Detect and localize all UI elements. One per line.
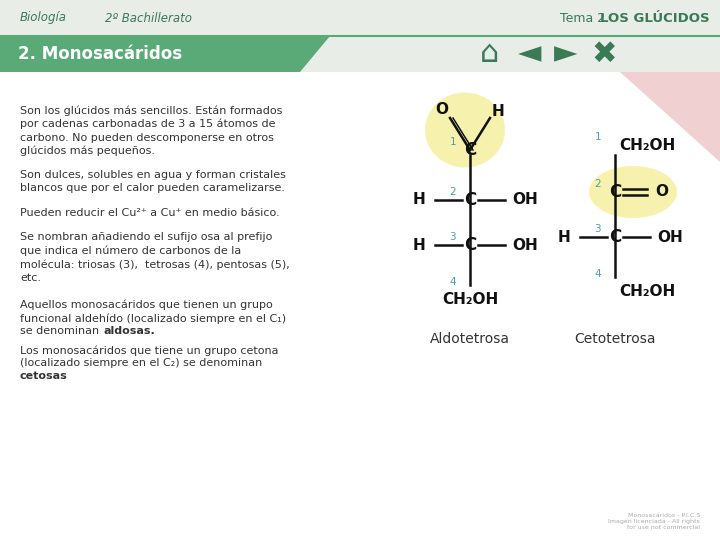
Ellipse shape [589, 166, 677, 218]
Text: O: O [436, 103, 449, 118]
Text: C: C [609, 183, 621, 201]
Text: ◄: ◄ [518, 39, 541, 69]
Text: ⌂: ⌂ [480, 39, 500, 69]
Text: Biología: Biología [20, 11, 67, 24]
Text: H: H [413, 192, 425, 207]
Text: Son los glúcidos más sencillos. Están formados
por cadenas carbonadas de 3 a 15 : Son los glúcidos más sencillos. Están fo… [20, 105, 282, 157]
Text: 1: 1 [449, 137, 456, 147]
Text: 3: 3 [595, 224, 601, 234]
Ellipse shape [425, 92, 505, 167]
Text: Aldotetrosa: Aldotetrosa [430, 332, 510, 346]
Text: ✖: ✖ [591, 39, 617, 69]
Text: 2: 2 [595, 179, 601, 189]
Text: CH₂OH: CH₂OH [619, 284, 675, 299]
Text: ►: ► [554, 39, 577, 69]
Text: 2º Bachillerato: 2º Bachillerato [105, 11, 192, 24]
Bar [0, 0, 720, 36]
Text: 1: 1 [595, 132, 601, 142]
Polygon shape [620, 72, 720, 162]
Text: 4: 4 [449, 277, 456, 287]
Text: 2. Monosacáridos: 2. Monosacáridos [18, 45, 182, 63]
Text: .: . [62, 371, 66, 381]
Text: 3: 3 [449, 232, 456, 242]
Text: Se nombran añadiendo el sufijo osa al prefijo
que indica el número de carbonos d: Se nombran añadiendo el sufijo osa al pr… [20, 232, 289, 283]
Text: OH: OH [657, 230, 683, 245]
Text: H: H [557, 230, 570, 245]
Text: (localizado siempre en el C₂) se denominan: (localizado siempre en el C₂) se denomin… [20, 358, 262, 368]
Text: C: C [609, 228, 621, 246]
Text: Son dulces, solubles en agua y forman cristales
blancos que por el calor pueden : Son dulces, solubles en agua y forman cr… [20, 170, 286, 193]
Polygon shape [300, 36, 330, 72]
Text: CH₂OH: CH₂OH [619, 138, 675, 152]
Text: CH₂OH: CH₂OH [442, 292, 498, 307]
Text: aldosas.: aldosas. [104, 326, 156, 336]
Text: Los monosacáridos que tiene un grupo cetona: Los monosacáridos que tiene un grupo cet… [20, 345, 279, 355]
Text: Cetotetrosa: Cetotetrosa [575, 332, 656, 346]
Text: H: H [492, 105, 505, 119]
Bar [0, 36, 300, 72]
Text: H: H [413, 238, 425, 253]
Text: C: C [464, 236, 476, 254]
Text: Monosacáridos - P.I.C.S
Imagen licenciada - All rights
for use not commercial: Monosacáridos - P.I.C.S Imagen licenciad… [608, 512, 700, 530]
Text: C: C [464, 191, 476, 209]
Text: cetosas: cetosas [20, 371, 68, 381]
Text: OH: OH [512, 192, 538, 207]
Text: OH: OH [512, 238, 538, 253]
Text: Pueden reducir el Cu²⁺ a Cu⁺ en medio básico.: Pueden reducir el Cu²⁺ a Cu⁺ en medio bá… [20, 208, 279, 218]
Text: se denominan: se denominan [20, 326, 103, 336]
Text: funcional aldehído (localizado siempre en el C₁): funcional aldehído (localizado siempre e… [20, 313, 286, 323]
Text: O: O [655, 185, 668, 199]
Text: Tema 2.: Tema 2. [560, 11, 613, 24]
Text: 2: 2 [449, 187, 456, 197]
Text: C: C [464, 141, 476, 159]
Text: Aquellos monosacáridos que tienen un grupo: Aquellos monosacáridos que tienen un gru… [20, 300, 273, 310]
Bar [0, 72, 720, 540]
Text: 4: 4 [595, 269, 601, 279]
Text: LOS GLÚCIDOS: LOS GLÚCIDOS [600, 11, 710, 24]
